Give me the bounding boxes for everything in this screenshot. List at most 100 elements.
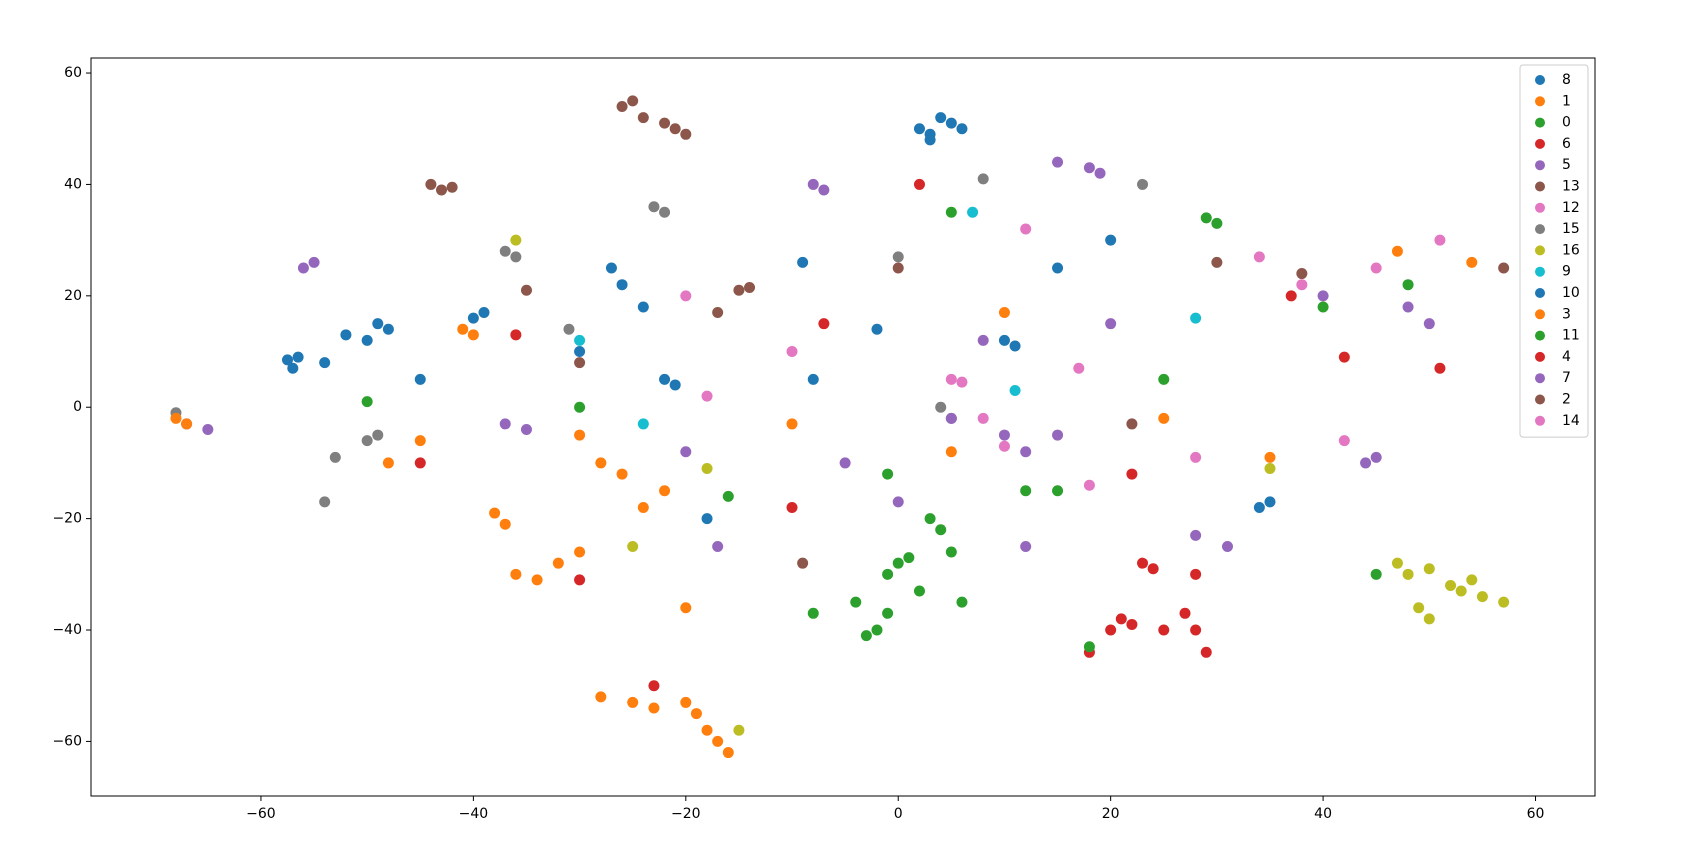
legend-marker: [1535, 288, 1545, 298]
point: [372, 429, 384, 441]
point: [648, 201, 660, 213]
point: [1052, 262, 1064, 274]
legend-label: 6: [1562, 136, 1571, 152]
point: [956, 596, 968, 608]
point: [871, 323, 883, 335]
point: [1455, 585, 1467, 597]
point: [1402, 279, 1414, 291]
point: [733, 284, 745, 296]
legend-label: 14: [1562, 413, 1580, 429]
series: [414, 178, 1350, 692]
y-tick-label: 40: [64, 176, 82, 192]
point: [1115, 613, 1127, 625]
series: [361, 206, 1414, 653]
point: [1413, 602, 1425, 614]
point: [945, 373, 957, 385]
point: [786, 346, 798, 358]
legend-label: 5: [1562, 157, 1571, 173]
point: [1158, 373, 1170, 385]
point: [319, 357, 331, 369]
point: [956, 123, 968, 135]
point: [892, 262, 904, 274]
point: [1020, 223, 1032, 235]
point: [701, 390, 713, 402]
point: [637, 301, 649, 313]
point: [998, 429, 1010, 441]
point: [414, 435, 426, 447]
point: [627, 95, 639, 107]
point: [1423, 613, 1435, 625]
point: [680, 290, 692, 302]
legend-label: 3: [1562, 306, 1571, 322]
point: [882, 468, 894, 480]
point: [520, 424, 532, 436]
point: [1466, 256, 1478, 268]
point: [361, 334, 373, 346]
point: [945, 206, 957, 218]
point: [574, 334, 586, 346]
point: [1020, 540, 1032, 552]
point: [1009, 340, 1021, 352]
y-tick-label: −20: [52, 511, 82, 527]
point: [1158, 412, 1170, 424]
point: [648, 702, 660, 714]
legend-box: [1519, 64, 1589, 438]
legend-label: 10: [1562, 285, 1580, 301]
legend-marker: [1535, 160, 1545, 171]
point: [1020, 485, 1032, 497]
point: [701, 513, 713, 525]
x-tick-label: −60: [246, 806, 276, 822]
point: [850, 596, 862, 608]
point: [797, 557, 809, 569]
point: [1083, 641, 1095, 653]
point: [977, 334, 989, 346]
point: [1253, 501, 1265, 513]
point: [882, 568, 894, 580]
point: [1190, 451, 1202, 463]
point: [935, 401, 947, 413]
point: [605, 262, 617, 274]
point: [690, 708, 702, 720]
legend-marker: [1535, 96, 1545, 107]
point: [945, 546, 957, 558]
point: [1105, 318, 1117, 330]
x-tick-label: 20: [1102, 806, 1120, 822]
point: [892, 496, 904, 508]
point: [281, 354, 293, 366]
point: [797, 256, 809, 268]
point: [1105, 234, 1117, 246]
point: [1253, 251, 1265, 263]
point: [786, 418, 798, 430]
point: [818, 184, 830, 196]
point: [510, 234, 522, 246]
point: [882, 607, 894, 619]
point: [499, 418, 511, 430]
point: [807, 373, 819, 385]
point: [1317, 290, 1329, 302]
point: [1423, 318, 1435, 330]
point: [1221, 540, 1233, 552]
point: [1126, 418, 1138, 430]
point: [659, 485, 671, 497]
point: [648, 680, 660, 692]
point: [510, 568, 522, 580]
point: [574, 574, 586, 586]
point: [478, 307, 490, 319]
point: [1105, 624, 1117, 636]
point: [1190, 529, 1202, 541]
point: [510, 251, 522, 263]
point: [202, 424, 214, 436]
point: [340, 329, 352, 341]
point: [637, 112, 649, 124]
point: [945, 412, 957, 424]
point: [1126, 468, 1138, 480]
point: [733, 724, 745, 736]
point: [1476, 591, 1488, 603]
series: [281, 112, 968, 525]
point: [722, 747, 734, 759]
point: [1190, 568, 1202, 580]
legend-label: 11: [1562, 328, 1580, 344]
point: [1211, 217, 1223, 229]
point: [744, 281, 756, 293]
